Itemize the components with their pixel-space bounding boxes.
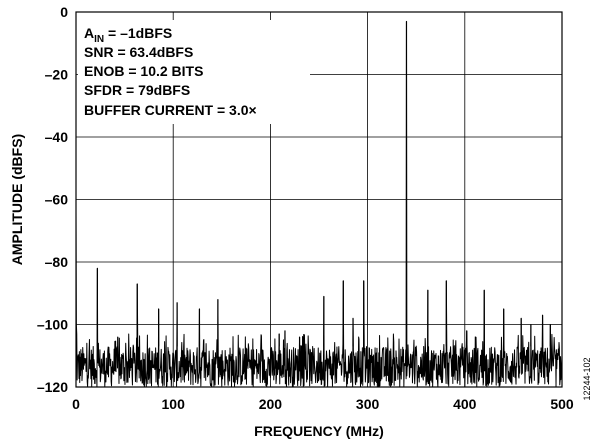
annotation-ain-subscript: IN [94, 34, 104, 45]
x-axis-label: FREQUENCY (MHz) [254, 423, 384, 439]
plot-frame [75, 11, 563, 388]
annotation-background [78, 20, 310, 124]
annotation-ain: AIN = –1dBFS [84, 25, 172, 45]
y-tick-labels: 0 –20 –40 –60 –80 –100 –120 [37, 4, 68, 395]
annotation-sfdr: SFDR = 79dBFS [84, 82, 190, 98]
annotation-enob: ENOB = 10.2 BITS [84, 63, 203, 79]
x-tick-label: 200 [259, 396, 283, 412]
y-tick-label: 0 [60, 4, 68, 20]
annotation-buffer-current: BUFFER CURRENT = 3.0× [84, 102, 257, 118]
x-tick-label: 400 [453, 396, 477, 412]
y-tick-label: –40 [45, 129, 69, 145]
annotation-ain-suffix: = –1dBFS [104, 25, 172, 41]
x-tick-label: 0 [72, 396, 80, 412]
annotation-snr: SNR = 63.4dBFS [84, 44, 193, 60]
x-tick-label: 100 [162, 396, 186, 412]
y-tick-label: –80 [45, 254, 69, 270]
y-tick-label: –100 [37, 317, 68, 333]
figure-id: 12244-102 [582, 357, 592, 400]
y-tick-label: –120 [37, 379, 68, 395]
x-tick-labels: 0 100 200 300 400 500 [72, 396, 574, 412]
annotation-block: AIN = –1dBFS SNR = 63.4dBFS ENOB = 10.2 … [84, 25, 257, 118]
y-tick-label: –20 [45, 67, 69, 83]
y-tick-label: –60 [45, 192, 69, 208]
y-axis-label: AMPLITUDE (dBFS) [9, 134, 25, 265]
x-tick-label: 300 [356, 396, 380, 412]
spectrum-line [75, 20, 563, 388]
x-tick-label: 500 [550, 396, 574, 412]
annotation-ain-prefix: A [84, 25, 94, 41]
spectrum-trace [75, 20, 563, 388]
